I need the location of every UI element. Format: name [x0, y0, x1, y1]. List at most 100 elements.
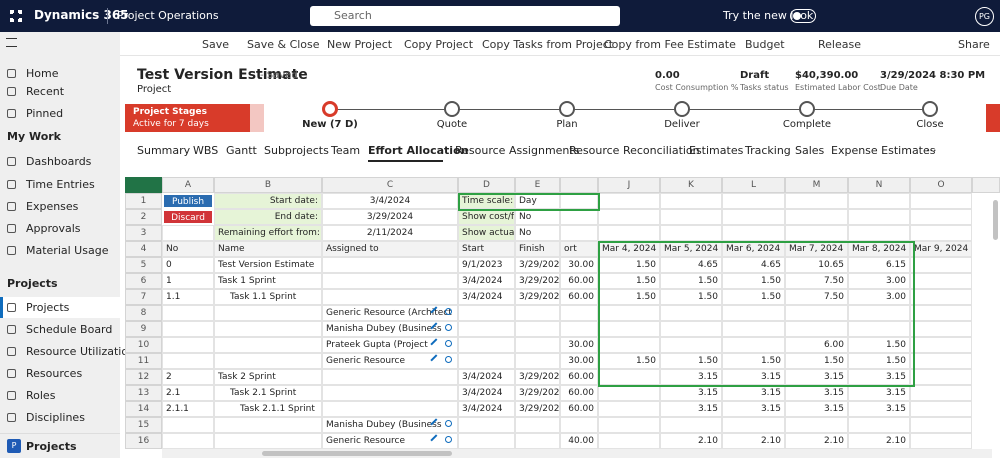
setting-dropdown[interactable]: No	[515, 209, 560, 225]
nav-item[interactable]: Disciplines	[26, 411, 85, 424]
command-button[interactable]: Release	[818, 38, 861, 51]
column-header: O	[910, 177, 972, 193]
share-button[interactable]: Share	[958, 38, 990, 51]
lookup-icon[interactable]	[445, 436, 452, 443]
cell	[722, 209, 785, 225]
column-header: J	[598, 177, 660, 193]
cell: 3.15	[722, 385, 785, 401]
publish-button[interactable]: Publish	[162, 193, 214, 209]
cell: 0	[162, 257, 214, 273]
column-header: C	[322, 177, 458, 193]
setting-value: 3/29/2024	[322, 209, 458, 225]
lookup-icon[interactable]	[445, 340, 452, 347]
cell	[785, 193, 848, 209]
command-button[interactable]: Save	[202, 38, 230, 51]
cell: 3.15	[848, 401, 910, 417]
command-button[interactable]: Budget	[745, 38, 785, 51]
nav-item[interactable]: Projects	[26, 301, 70, 314]
cell: 3/4/2024	[458, 289, 515, 305]
field-label: Estimated Labor Cost	[795, 83, 881, 92]
tab[interactable]: Summary	[137, 144, 191, 157]
nav-item[interactable]: Material Usage	[26, 244, 109, 257]
tab[interactable]: WBS	[193, 144, 219, 157]
lookup-icon[interactable]	[445, 324, 452, 331]
cell	[214, 433, 322, 449]
scrollbar[interactable]	[162, 449, 992, 458]
stage-next[interactable]	[986, 104, 1000, 132]
lookup-icon[interactable]	[445, 420, 452, 427]
setting-label: Show cost/fee:	[458, 209, 515, 225]
stage-title: Project Stages	[133, 107, 207, 117]
command-button[interactable]: New Project	[327, 38, 393, 51]
cell: Task 2.1 Sprint	[214, 385, 322, 401]
lookup-icon[interactable]	[445, 308, 452, 315]
setting-dropdown[interactable]: No	[515, 225, 560, 241]
tab[interactable]: Effort Allocation	[368, 144, 469, 157]
cell: 3.15	[785, 401, 848, 417]
tab[interactable]: ···	[926, 144, 937, 157]
app-launcher[interactable]	[10, 10, 22, 22]
cell	[910, 193, 972, 209]
nav-item[interactable]: Expenses	[26, 200, 79, 213]
column-header: B	[214, 177, 322, 193]
cell	[515, 337, 560, 353]
stage-node[interactable]	[922, 101, 938, 117]
tab[interactable]: Expense Estimates	[831, 144, 936, 157]
cell	[722, 305, 785, 321]
tab[interactable]: Estimates	[689, 144, 744, 157]
area-name[interactable]: Project Operations	[117, 9, 219, 22]
command-button[interactable]: Copy from Fee Estimate	[604, 38, 736, 51]
cell	[785, 209, 848, 225]
nav-item[interactable]: Approvals	[26, 222, 81, 235]
cell	[910, 225, 972, 241]
cell: Finish	[515, 241, 560, 257]
area-switcher[interactable]	[0, 433, 120, 458]
setting-value: 3/4/2024	[322, 193, 458, 209]
avatar[interactable]: PG	[975, 7, 994, 26]
tab[interactable]: Gantt	[226, 144, 257, 157]
cell: 1.50	[660, 273, 722, 289]
cell: Prateek Gupta (Project	[322, 337, 458, 353]
stage-panel	[125, 104, 250, 132]
discard-button[interactable]: Discard	[162, 209, 214, 225]
tab[interactable]: Subprojects	[264, 144, 329, 157]
search-text[interactable]: Search	[334, 9, 372, 22]
stage-node[interactable]	[444, 101, 460, 117]
nav-item[interactable]: Resource Utilization	[26, 345, 136, 358]
nav-item[interactable]: Home	[26, 67, 59, 80]
stage-node[interactable]	[322, 101, 338, 117]
nav-item[interactable]: Time Entries	[26, 178, 95, 191]
lookup-icon[interactable]	[445, 356, 452, 363]
tab[interactable]: Resource Assignments	[455, 144, 580, 157]
cell	[722, 337, 785, 353]
tab[interactable]: Tracking	[745, 144, 791, 157]
toggle[interactable]	[790, 9, 816, 23]
nav-item[interactable]: Recent	[26, 85, 65, 98]
command-button[interactable]: Save & Close	[247, 38, 320, 51]
tab[interactable]: Team	[331, 144, 361, 157]
nav-item[interactable]: Dashboards	[26, 155, 92, 168]
area-label: Projects	[26, 440, 77, 453]
app-name[interactable]: Dynamics 365	[34, 8, 129, 22]
scroll-thumb[interactable]	[262, 451, 452, 456]
tab[interactable]: Resource Reconciliation	[569, 144, 700, 157]
cell: 3/4/2024	[458, 369, 515, 385]
vscroll-thumb[interactable]	[993, 200, 998, 240]
search-box[interactable]	[310, 6, 620, 26]
highlight-box	[458, 193, 600, 211]
stage-node[interactable]	[559, 101, 575, 117]
toggle-knob	[793, 12, 801, 20]
nav-item[interactable]: Pinned	[26, 107, 64, 120]
cell	[848, 417, 910, 433]
nav-item[interactable]: Resources	[26, 367, 83, 380]
command-button[interactable]: Copy Tasks from Project	[482, 38, 614, 51]
cell: Assigned to	[322, 241, 458, 257]
nav-item[interactable]: Roles	[26, 389, 56, 402]
nav-item[interactable]: Schedule Board	[26, 323, 113, 336]
command-button[interactable]: Copy Project	[404, 38, 474, 51]
stage-node[interactable]	[799, 101, 815, 117]
stage-prev[interactable]	[250, 104, 264, 132]
cell: 4.65	[722, 257, 785, 273]
tab[interactable]: Sales	[795, 144, 825, 157]
stage-node[interactable]	[674, 101, 690, 117]
